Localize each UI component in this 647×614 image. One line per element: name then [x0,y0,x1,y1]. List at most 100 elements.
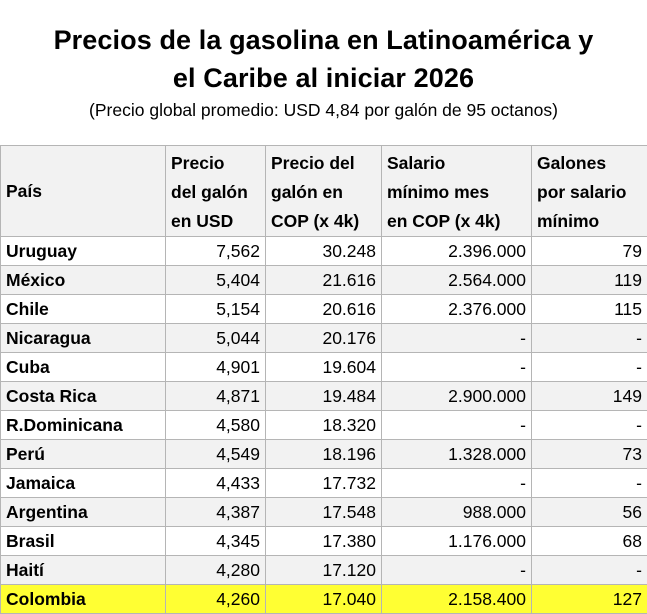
header-line: en USD [171,207,260,236]
cell-gallons: - [532,411,647,440]
table-row: Brasil 4,345 17.380 1.176.000 68 [1,527,647,556]
cell-min-wage: - [382,469,532,498]
cell-country: Jamaica [1,469,166,498]
cell-min-wage: 2.376.000 [382,295,532,324]
cell-price-usd: 4,387 [166,498,266,527]
cell-price-cop: 17.040 [266,585,382,614]
header-line: en COP (x 4k) [387,207,526,236]
cell-price-usd: 5,044 [166,324,266,353]
cell-price-usd: 7,562 [166,237,266,266]
table-row: Perú 4,549 18.196 1.328.000 73 [1,440,647,469]
cell-gallons: - [532,469,647,498]
cell-gallons: 73 [532,440,647,469]
cell-min-wage: 988.000 [382,498,532,527]
header-line: mínimo [537,207,642,236]
header-row: País Precio del galón en USD Precio del … [1,146,647,237]
header-line: Salario [387,149,526,178]
table-row-highlight: Colombia 4,260 17.040 2.158.400 127 [1,585,647,614]
header-line: País [6,177,160,206]
cell-min-wage: 2.564.000 [382,266,532,295]
cell-gallons: - [532,556,647,585]
cell-price-cop: 21.616 [266,266,382,295]
title-line-2: el Caribe al iniciar 2026 [0,60,647,96]
header-line: por salario [537,178,642,207]
header-line: Precio [171,149,260,178]
cell-price-cop: 19.604 [266,353,382,382]
cell-country: Cuba [1,353,166,382]
cell-gallons: 119 [532,266,647,295]
cell-country: México [1,266,166,295]
fuel-price-table: País Precio del galón en USD Precio del … [0,145,647,614]
cell-min-wage: 2.900.000 [382,382,532,411]
cell-price-cop: 17.380 [266,527,382,556]
cell-price-usd: 4,433 [166,469,266,498]
cell-price-cop: 18.196 [266,440,382,469]
cell-country: Brasil [1,527,166,556]
cell-price-usd: 4,280 [166,556,266,585]
cell-min-wage: 1.328.000 [382,440,532,469]
cell-country: Uruguay [1,237,166,266]
cell-price-usd: 4,871 [166,382,266,411]
subtitle: (Precio global promedio: USD 4,84 por ga… [0,99,647,121]
cell-price-cop: 20.616 [266,295,382,324]
cell-price-cop: 17.120 [266,556,382,585]
cell-min-wage: 2.158.400 [382,585,532,614]
cell-price-cop: 17.732 [266,469,382,498]
cell-price-usd: 4,260 [166,585,266,614]
table-row: Chile 5,154 20.616 2.376.000 115 [1,295,647,324]
header-line: Precio del [271,149,376,178]
table-row: Nicaragua 5,044 20.176 - - [1,324,647,353]
cell-min-wage: 1.176.000 [382,527,532,556]
cell-gallons: - [532,324,647,353]
cell-price-cop: 30.248 [266,237,382,266]
table-row: México 5,404 21.616 2.564.000 119 [1,266,647,295]
cell-price-usd: 4,580 [166,411,266,440]
header-line: Galones [537,149,642,178]
title-block: Precios de la gasolina en Latinoamérica … [0,0,647,145]
table-row: Jamaica 4,433 17.732 - - [1,469,647,498]
cell-price-cop: 20.176 [266,324,382,353]
header-price-usd: Precio del galón en USD [166,146,266,237]
cell-price-usd: 4,901 [166,353,266,382]
cell-country: Perú [1,440,166,469]
cell-country: Chile [1,295,166,324]
header-min-wage: Salario mínimo mes en COP (x 4k) [382,146,532,237]
cell-gallons: 115 [532,295,647,324]
cell-country: Nicaragua [1,324,166,353]
header-line: galón en [271,178,376,207]
cell-gallons: 68 [532,527,647,556]
cell-price-usd: 4,549 [166,440,266,469]
title-line-1: Precios de la gasolina en Latinoamérica … [0,0,647,58]
cell-min-wage: - [382,353,532,382]
cell-gallons: 127 [532,585,647,614]
cell-price-cop: 19.484 [266,382,382,411]
cell-price-cop: 17.548 [266,498,382,527]
cell-country: Argentina [1,498,166,527]
header-country: País [1,146,166,237]
cell-country: Costa Rica [1,382,166,411]
cell-price-cop: 18.320 [266,411,382,440]
table-row: Costa Rica 4,871 19.484 2.900.000 149 [1,382,647,411]
cell-price-usd: 5,404 [166,266,266,295]
cell-gallons: 56 [532,498,647,527]
table-row: R.Dominicana 4,580 18.320 - - [1,411,647,440]
cell-gallons: - [532,353,647,382]
table-row: Cuba 4,901 19.604 - - [1,353,647,382]
cell-min-wage: 2.396.000 [382,237,532,266]
cell-gallons: 149 [532,382,647,411]
cell-gallons: 79 [532,237,647,266]
cell-country: R.Dominicana [1,411,166,440]
cell-min-wage: - [382,411,532,440]
header-gallons-per-wage: Galones por salario mínimo [532,146,647,237]
cell-price-usd: 5,154 [166,295,266,324]
table-row: Haití 4,280 17.120 - - [1,556,647,585]
header-price-cop: Precio del galón en COP (x 4k) [266,146,382,237]
table-row: Argentina 4,387 17.548 988.000 56 [1,498,647,527]
table-row: Uruguay 7,562 30.248 2.396.000 79 [1,237,647,266]
header-line: del galón [171,178,260,207]
cell-price-usd: 4,345 [166,527,266,556]
cell-country: Colombia [1,585,166,614]
header-line: mínimo mes [387,178,526,207]
cell-country: Haití [1,556,166,585]
header-line: COP (x 4k) [271,207,376,236]
